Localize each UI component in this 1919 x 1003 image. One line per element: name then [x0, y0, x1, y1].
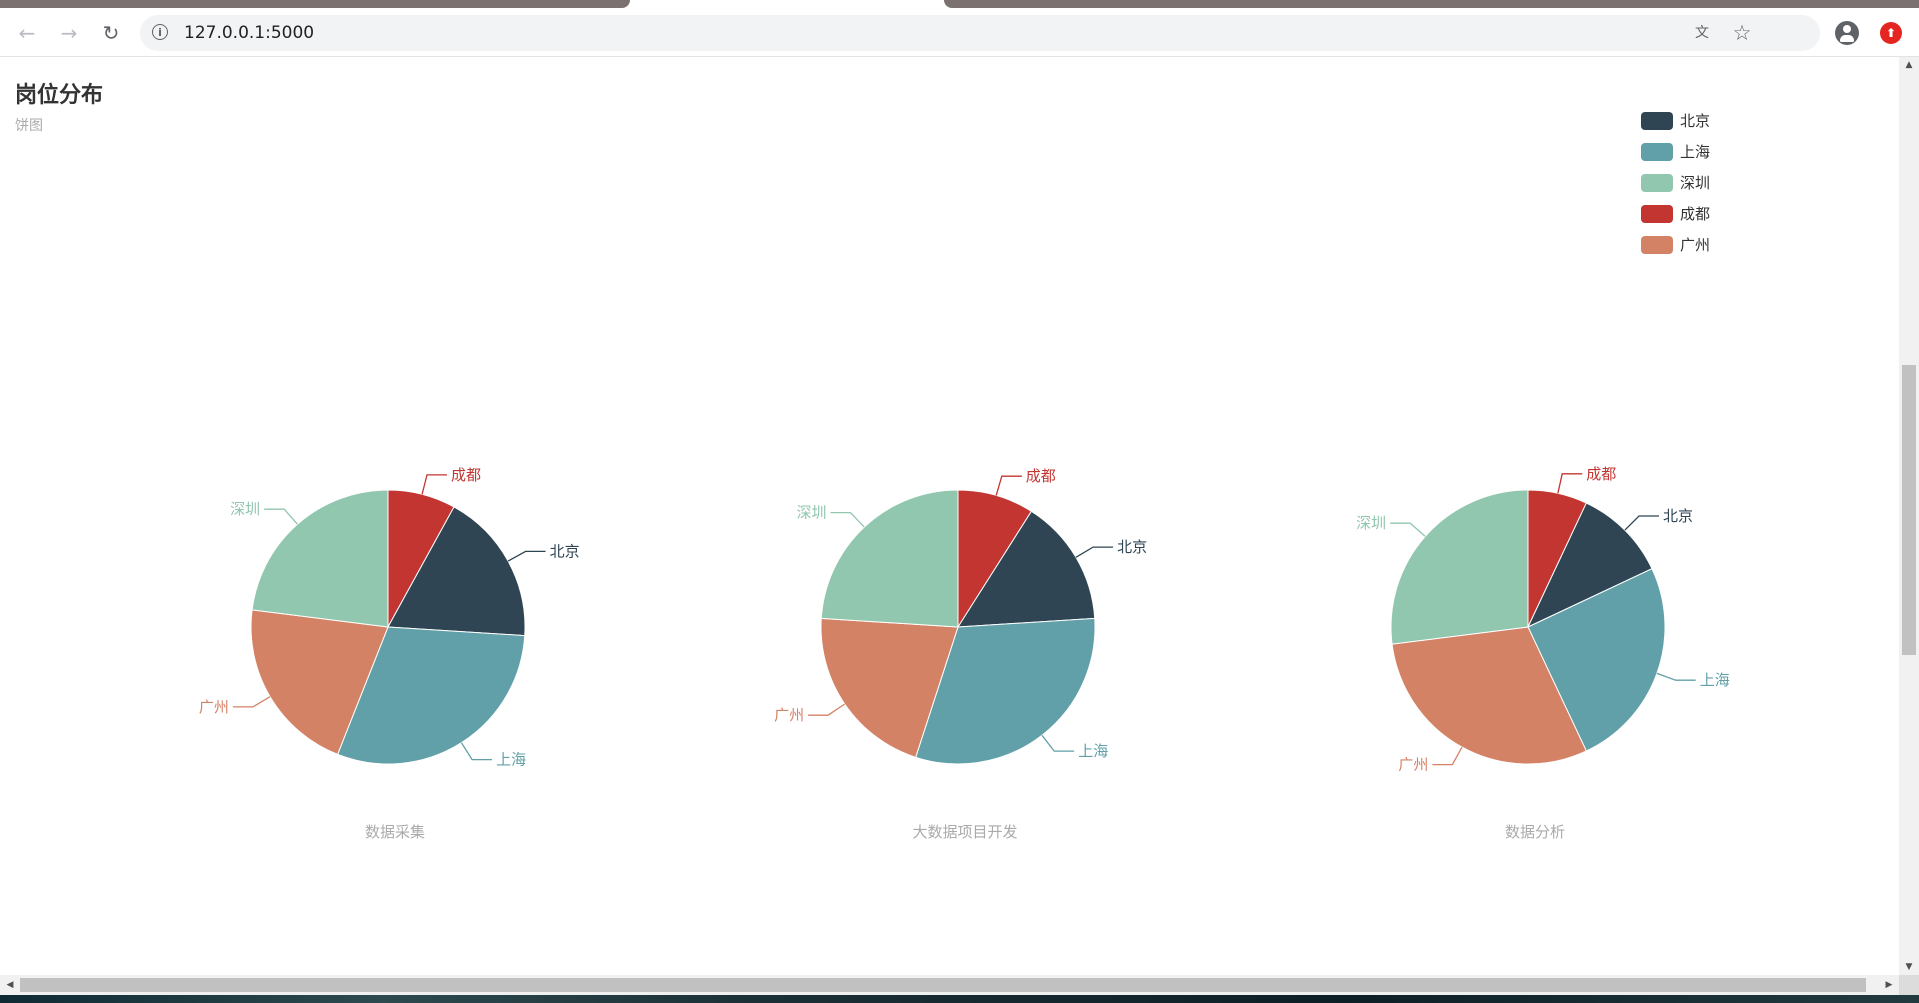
slice-label-line: [1432, 746, 1463, 766]
slice-label: 成都: [1026, 467, 1056, 485]
chart-legend: 北京上海深圳成都广州: [1641, 105, 1710, 260]
pie-caption: 大数据项目开发: [912, 823, 1017, 841]
browser-toolbar: ← → ↻ i 127.0.0.1:5000 文 ☆ ⬆: [0, 10, 1919, 57]
pie-slice[interactable]: [1526, 502, 1653, 629]
slice-label-line: [1390, 522, 1426, 537]
horizontal-scrollbar[interactable]: ◀ ▶: [0, 975, 1899, 995]
legend-item[interactable]: 广州: [1641, 229, 1710, 260]
url-text[interactable]: 127.0.0.1:5000: [184, 23, 315, 43]
slice-label: 深圳: [1356, 514, 1386, 532]
slice-label-line: [1075, 546, 1114, 558]
legend-label: 广州: [1680, 236, 1711, 254]
legend-swatch: [1641, 142, 1673, 161]
slice-label-line: [1624, 515, 1659, 531]
pie-slice[interactable]: [250, 609, 389, 756]
scroll-down-arrow-icon[interactable]: ▼: [1905, 962, 1913, 972]
slice-label: 广州: [774, 706, 804, 724]
slice-label: 北京: [550, 542, 580, 560]
vertical-scrollbar[interactable]: ▲ ▼: [1899, 57, 1919, 975]
translate-icon[interactable]: 文: [1695, 25, 1709, 41]
profile-avatar-icon[interactable]: [1835, 21, 1859, 45]
slice-label-line: [421, 474, 447, 495]
back-arrow-icon[interactable]: ←: [18, 21, 36, 45]
site-info-icon[interactable]: i: [152, 24, 168, 40]
pie-charts-canvas: 成都北京上海广州深圳数据采集成都北京上海广州深圳大数据项目开发成都北京上海广州深…: [199, 465, 1730, 841]
slice-label: 上海: [1078, 742, 1108, 760]
reload-icon[interactable]: ↻: [102, 21, 120, 45]
legend-label: 深圳: [1680, 174, 1711, 192]
pie-slice[interactable]: [820, 617, 959, 758]
pie-slice[interactable]: [251, 489, 389, 628]
legend-item[interactable]: 北京: [1641, 105, 1710, 136]
slice-label-line: [995, 475, 1022, 496]
tab-inactive-left[interactable]: [0, 0, 630, 8]
pie-slice[interactable]: [1527, 568, 1666, 752]
pie-slice[interactable]: [820, 489, 959, 628]
scroll-right-arrow-icon[interactable]: ▶: [1885, 980, 1893, 990]
slice-label: 上海: [1700, 671, 1730, 689]
slice-label: 北京: [1663, 507, 1693, 525]
scroll-left-arrow-icon[interactable]: ◀: [6, 980, 14, 990]
slice-label-line: [1041, 734, 1075, 752]
slice-label: 北京: [1117, 538, 1147, 556]
vertical-scroll-thumb[interactable]: [1902, 365, 1916, 655]
legend-item[interactable]: 上海: [1641, 136, 1710, 167]
legend-swatch: [1641, 204, 1673, 223]
tab-inactive-right[interactable]: [944, 0, 1919, 8]
slice-label-line: [830, 511, 865, 528]
slice-label: 深圳: [796, 504, 826, 522]
legend-label: 成都: [1680, 205, 1711, 223]
pie-slice[interactable]: [915, 617, 1096, 765]
slice-label-line: [507, 550, 546, 562]
legend-label: 上海: [1680, 143, 1711, 161]
scrollbar-corner: [1899, 975, 1919, 995]
chart-subtitle: 饼图: [15, 118, 43, 134]
legend-item[interactable]: 深圳: [1641, 167, 1710, 198]
slice-label: 成都: [451, 466, 481, 484]
forward-arrow-icon[interactable]: →: [60, 21, 78, 45]
slice-label: 上海: [496, 751, 526, 769]
pie-slice[interactable]: [1390, 489, 1529, 645]
slice-label-line: [232, 696, 271, 708]
pie-caption: 数据分析: [1505, 823, 1565, 841]
legend-swatch: [1641, 111, 1673, 130]
slice-label-line: [1557, 473, 1583, 494]
slice-label-line: [1656, 672, 1696, 681]
pie-slice[interactable]: [1391, 626, 1587, 765]
slice-label: 广州: [199, 698, 229, 716]
os-taskbar: [0, 995, 1919, 1003]
chart-title: 岗位分布: [15, 83, 104, 108]
slice-label-line: [264, 508, 298, 525]
legend-swatch: [1641, 235, 1673, 254]
horizontal-scroll-thumb[interactable]: [20, 978, 1866, 992]
slice-label: 广州: [1398, 756, 1428, 774]
pie-slice[interactable]: [387, 506, 526, 637]
slice-label-line: [808, 703, 846, 716]
page-content: 岗位分布 饼图 北京 上海 深圳 成都 广州 成都 北京 上海 广州 深圳 数据采集 成都 北京 上海广…: [0, 57, 1899, 975]
pie-caption: 数据采集: [365, 823, 425, 841]
pie-slice[interactable]: [336, 626, 526, 765]
slice-label: 成都: [1586, 465, 1616, 483]
slice-label-line: [460, 742, 493, 761]
tab-strip: [0, 0, 1919, 10]
legend-label: 北京: [1680, 112, 1711, 130]
scroll-up-arrow-icon[interactable]: ▲: [1905, 60, 1913, 70]
extension-icon[interactable]: ⬆: [1880, 22, 1902, 44]
slice-label: 深圳: [230, 500, 260, 518]
legend-item[interactable]: 成都: [1641, 198, 1710, 229]
bookmark-star-icon[interactable]: ☆: [1732, 21, 1752, 45]
legend-swatch: [1641, 173, 1673, 192]
address-bar[interactable]: i 127.0.0.1:5000 文 ☆: [140, 15, 1820, 51]
